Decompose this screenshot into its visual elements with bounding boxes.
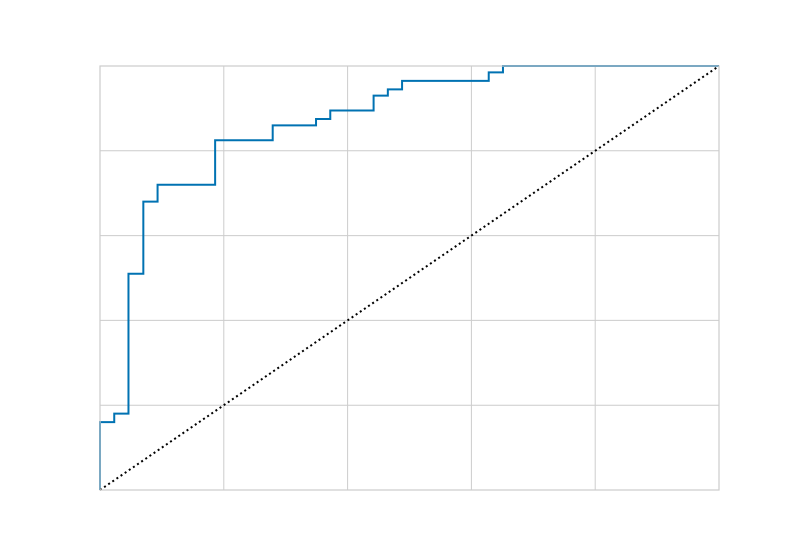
roc-curve-line xyxy=(99,65,719,490)
grid xyxy=(100,66,719,490)
series-layer xyxy=(99,65,720,491)
plot-frame xyxy=(99,65,720,491)
diagonal-reference-line xyxy=(99,65,720,491)
